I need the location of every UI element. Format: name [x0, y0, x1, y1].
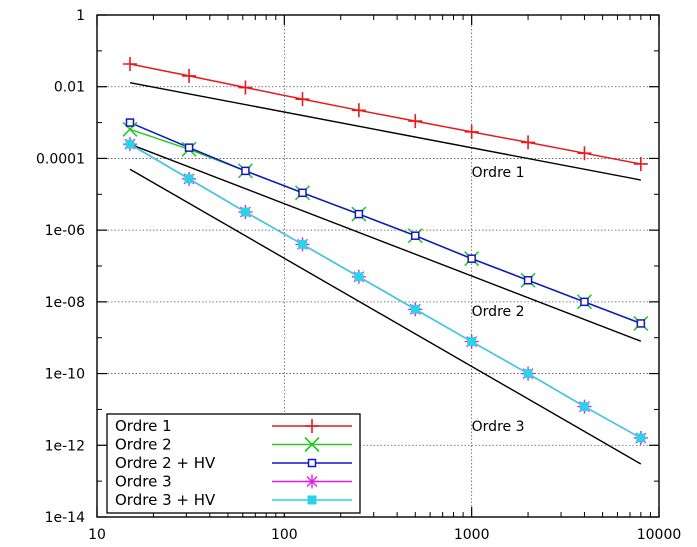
series-5-point — [297, 239, 307, 249]
series-3-point — [580, 297, 589, 307]
series-1-point — [122, 56, 137, 71]
series-2-point — [122, 121, 138, 137]
series-1-point — [408, 114, 423, 129]
series-1-point — [633, 156, 648, 171]
series-1-point — [464, 124, 479, 139]
series-3-point — [184, 143, 194, 152]
x-tick-label: 10000 — [637, 527, 682, 543]
series-3-point — [241, 166, 250, 176]
series-5-point — [579, 402, 589, 412]
legend-label: Ordre 3 + HV — [115, 491, 216, 509]
legend-swatch-marker — [304, 436, 320, 453]
series-1-point — [577, 146, 592, 161]
series-1-point — [238, 80, 253, 95]
reference-label-order-1: Ordre 1 — [472, 165, 525, 181]
series-5-point — [240, 207, 250, 217]
y-tick-label: 1e-08 — [45, 295, 85, 311]
series-3-point — [467, 254, 476, 263]
series-5-point — [184, 174, 194, 184]
x-tick-label: 1000 — [454, 527, 490, 543]
legend-swatch-marker — [305, 419, 319, 433]
series-3-point — [354, 209, 364, 219]
legend-swatch-marker — [307, 458, 317, 468]
series-3-point — [523, 276, 533, 285]
series-5-point — [354, 272, 364, 282]
series-1-point — [521, 135, 536, 150]
reference-line-order-2 — [129, 143, 642, 342]
legend-swatch-marker — [305, 474, 319, 489]
legend-label: Ordre 1 — [115, 417, 172, 435]
y-tick-label: 1 — [76, 8, 85, 24]
y-tick-label: 1e-12 — [45, 438, 85, 454]
y-tick-label: 1e-10 — [45, 367, 85, 383]
legend-swatch-marker — [307, 495, 317, 505]
series-5-point — [125, 139, 135, 149]
axes: 10 100 1000 10000 1 0.01 0.0001 1e-06 1e-08 1e-10… — [36, 8, 681, 543]
reference-lines — [129, 81, 642, 465]
reference-label-order-2: Ordre 2 — [472, 304, 525, 320]
series-line-5 — [129, 143, 642, 439]
x-tick-label: 100 — [271, 527, 298, 543]
series-5-point — [410, 304, 420, 314]
y-tick-label: 1e-14 — [45, 510, 85, 526]
reference-line-order-1 — [129, 81, 641, 181]
legend-label: Ordre 2 + HV — [115, 454, 216, 472]
legend-label: Ordre 2 — [115, 436, 172, 454]
series-5-point — [467, 337, 477, 347]
reference-labels: Ordre 1 Ordre 2 Ordre 3 — [472, 165, 525, 435]
x-tick-label: 10 — [88, 527, 106, 543]
series-1-point — [351, 103, 366, 118]
series-5-point — [523, 369, 533, 379]
series-3-point — [125, 118, 135, 127]
series-line-3 — [129, 121, 642, 325]
series-lines — [129, 63, 642, 439]
series-1-point — [295, 92, 310, 107]
series-line-1 — [129, 63, 641, 165]
y-tick-label: 0.0001 — [36, 151, 85, 167]
series-3-point — [411, 231, 420, 240]
series-3-point — [298, 188, 307, 198]
series-5-point — [636, 433, 646, 443]
legend-label: Ordre 3 — [115, 473, 172, 491]
reference-line-order-3 — [129, 168, 642, 465]
y-tick-label: 0.01 — [54, 80, 85, 96]
y-tick-label: 1e-06 — [45, 223, 85, 239]
series-3-point — [636, 319, 646, 328]
series-markers — [122, 56, 649, 445]
grid — [97, 15, 659, 517]
reference-label-order-3: Ordre 3 — [472, 419, 525, 435]
series-1-point — [182, 68, 197, 83]
